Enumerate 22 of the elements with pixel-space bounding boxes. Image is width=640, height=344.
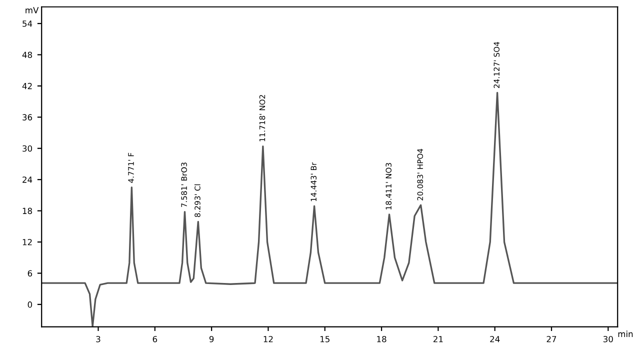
x-tick-label: 27 [546, 336, 556, 342]
x-axis-title: min [618, 330, 633, 337]
x-tick-label: 21 [434, 336, 443, 342]
y-tick-label: 36 [22, 114, 32, 120]
y-tick-label: 54 [22, 20, 32, 27]
y-tick-label: 6 [28, 270, 32, 277]
x-tick-label: 12 [264, 336, 273, 342]
y-tick-label: 12 [22, 238, 32, 246]
y-axis-title: mV [26, 7, 39, 14]
x-tick-label: 24 [490, 336, 500, 342]
y-tick-label: 18 [22, 208, 32, 214]
y-tick-label: 30 [22, 145, 32, 152]
x-tick-label: 18 [377, 336, 386, 342]
x-tick-label: 30 [603, 336, 613, 342]
y-tick-label: 0 [28, 301, 32, 308]
x-tick-label: 9 [209, 336, 214, 342]
y-tick-label: 48 [22, 52, 32, 58]
x-tick-label: 6 [152, 336, 158, 342]
y-tick-label: 24 [22, 176, 32, 183]
x-tick-label: 3 [96, 336, 100, 342]
y-tick-label: 42 [22, 82, 32, 90]
x-tick-label: 15 [320, 336, 330, 342]
